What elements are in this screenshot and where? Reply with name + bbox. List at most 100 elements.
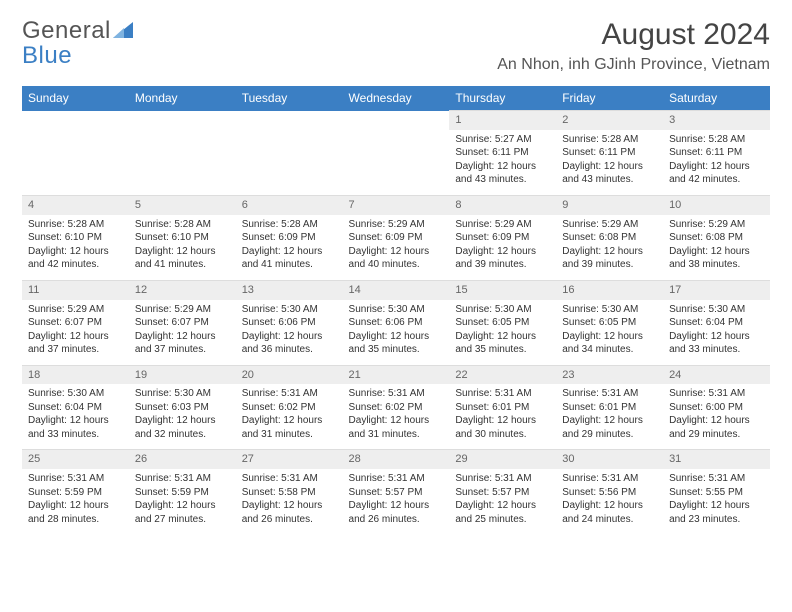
day-info: Sunrise: 5:28 AMSunset: 6:11 PMDaylight:… [663, 130, 770, 196]
sunset-line: Sunset: 6:08 PM [669, 231, 764, 245]
sunset-line: Sunset: 6:08 PM [562, 231, 657, 245]
daylight-line: Daylight: 12 hours and 28 minutes. [28, 499, 123, 526]
sunrise-line: Sunrise: 5:31 AM [562, 387, 657, 401]
day-header: Wednesday [343, 86, 450, 111]
sunrise-line: Sunrise: 5:31 AM [242, 387, 337, 401]
day-info: Sunrise: 5:29 AMSunset: 6:08 PMDaylight:… [556, 215, 663, 281]
week-number-row: 25262728293031 [22, 450, 770, 469]
sunrise-line: Sunrise: 5:29 AM [669, 218, 764, 232]
sunrise-line: Sunrise: 5:31 AM [349, 387, 444, 401]
sunset-line: Sunset: 6:01 PM [562, 401, 657, 415]
daylight-line: Daylight: 12 hours and 37 minutes. [28, 330, 123, 357]
day-info: Sunrise: 5:30 AMSunset: 6:06 PMDaylight:… [236, 300, 343, 366]
day-info: Sunrise: 5:31 AMSunset: 5:59 PMDaylight:… [22, 469, 129, 534]
blank-cell [129, 111, 236, 130]
sunrise-line: Sunrise: 5:31 AM [28, 472, 123, 486]
daylight-line: Daylight: 12 hours and 26 minutes. [242, 499, 337, 526]
day-info: Sunrise: 5:28 AMSunset: 6:11 PMDaylight:… [556, 130, 663, 196]
day-number: 18 [22, 365, 129, 384]
sunset-line: Sunset: 6:06 PM [349, 316, 444, 330]
sunrise-line: Sunrise: 5:31 AM [562, 472, 657, 486]
sunset-line: Sunset: 5:58 PM [242, 486, 337, 500]
daylight-line: Daylight: 12 hours and 40 minutes. [349, 245, 444, 272]
daylight-line: Daylight: 12 hours and 42 minutes. [669, 160, 764, 187]
daylight-line: Daylight: 12 hours and 29 minutes. [669, 414, 764, 441]
day-info: Sunrise: 5:31 AMSunset: 5:59 PMDaylight:… [129, 469, 236, 534]
daylight-line: Daylight: 12 hours and 31 minutes. [242, 414, 337, 441]
daylight-line: Daylight: 12 hours and 39 minutes. [562, 245, 657, 272]
sunrise-line: Sunrise: 5:28 AM [669, 133, 764, 147]
daylight-line: Daylight: 12 hours and 43 minutes. [455, 160, 550, 187]
sunrise-line: Sunrise: 5:30 AM [28, 387, 123, 401]
day-info: Sunrise: 5:27 AMSunset: 6:11 PMDaylight:… [449, 130, 556, 196]
day-number: 27 [236, 450, 343, 469]
daylight-line: Daylight: 12 hours and 23 minutes. [669, 499, 764, 526]
day-number: 28 [343, 450, 450, 469]
day-info: Sunrise: 5:30 AMSunset: 6:06 PMDaylight:… [343, 300, 450, 366]
sunset-line: Sunset: 6:04 PM [669, 316, 764, 330]
day-number: 15 [449, 280, 556, 299]
calendar-body: 12 3 Sunrise: 5:27 AMSunset: 6:11 PMDaylig… [22, 111, 770, 535]
day-number: 3 [663, 111, 770, 130]
daylight-line: Daylight: 12 hours and 29 minutes. [562, 414, 657, 441]
sunset-line: Sunset: 6:05 PM [455, 316, 550, 330]
sunrise-line: Sunrise: 5:30 AM [455, 303, 550, 317]
daylight-line: Daylight: 12 hours and 33 minutes. [669, 330, 764, 357]
sunset-line: Sunset: 6:10 PM [28, 231, 123, 245]
blank-cell [129, 130, 236, 196]
daylight-line: Daylight: 12 hours and 43 minutes. [562, 160, 657, 187]
day-info: Sunrise: 5:29 AMSunset: 6:07 PMDaylight:… [22, 300, 129, 366]
week-info-row: Sunrise: 5:30 AMSunset: 6:04 PMDaylight:… [22, 384, 770, 450]
day-number: 8 [449, 195, 556, 214]
day-header: Saturday [663, 86, 770, 111]
sunrise-line: Sunrise: 5:28 AM [28, 218, 123, 232]
daylight-line: Daylight: 12 hours and 37 minutes. [135, 330, 230, 357]
sunset-line: Sunset: 5:59 PM [28, 486, 123, 500]
sunset-line: Sunset: 5:55 PM [669, 486, 764, 500]
day-info: Sunrise: 5:31 AMSunset: 5:55 PMDaylight:… [663, 469, 770, 534]
brand-part2: Blue [22, 42, 72, 69]
day-info: Sunrise: 5:31 AMSunset: 6:01 PMDaylight:… [449, 384, 556, 450]
day-info: Sunrise: 5:31 AMSunset: 5:56 PMDaylight:… [556, 469, 663, 534]
daylight-line: Daylight: 12 hours and 26 minutes. [349, 499, 444, 526]
week-number-row: 18192021222324 [22, 365, 770, 384]
day-number: 25 [22, 450, 129, 469]
day-info: Sunrise: 5:30 AMSunset: 6:05 PMDaylight:… [449, 300, 556, 366]
sunset-line: Sunset: 5:57 PM [349, 486, 444, 500]
sunrise-line: Sunrise: 5:31 AM [669, 472, 764, 486]
day-info: Sunrise: 5:31 AMSunset: 6:02 PMDaylight:… [236, 384, 343, 450]
day-number: 12 [129, 280, 236, 299]
sunrise-line: Sunrise: 5:31 AM [349, 472, 444, 486]
sunset-line: Sunset: 5:56 PM [562, 486, 657, 500]
blank-cell [343, 130, 450, 196]
sunrise-line: Sunrise: 5:30 AM [349, 303, 444, 317]
day-info: Sunrise: 5:30 AMSunset: 6:05 PMDaylight:… [556, 300, 663, 366]
daylight-line: Daylight: 12 hours and 36 minutes. [242, 330, 337, 357]
blank-cell [22, 111, 129, 130]
sunrise-line: Sunrise: 5:30 AM [562, 303, 657, 317]
day-info: Sunrise: 5:31 AMSunset: 5:57 PMDaylight:… [449, 469, 556, 534]
sunset-line: Sunset: 6:09 PM [455, 231, 550, 245]
day-number: 16 [556, 280, 663, 299]
sunrise-line: Sunrise: 5:31 AM [669, 387, 764, 401]
day-number: 19 [129, 365, 236, 384]
daylight-line: Daylight: 12 hours and 41 minutes. [135, 245, 230, 272]
day-header: Tuesday [236, 86, 343, 111]
day-number: 24 [663, 365, 770, 384]
daylight-line: Daylight: 12 hours and 39 minutes. [455, 245, 550, 272]
day-number: 4 [22, 195, 129, 214]
sunrise-line: Sunrise: 5:30 AM [135, 387, 230, 401]
month-title: August 2024 [497, 18, 770, 52]
day-info: Sunrise: 5:28 AMSunset: 6:10 PMDaylight:… [129, 215, 236, 281]
day-number: 10 [663, 195, 770, 214]
sunrise-line: Sunrise: 5:29 AM [562, 218, 657, 232]
brand-part1: General [22, 17, 111, 44]
day-info: Sunrise: 5:29 AMSunset: 6:07 PMDaylight:… [129, 300, 236, 366]
day-info: Sunrise: 5:31 AMSunset: 6:00 PMDaylight:… [663, 384, 770, 450]
day-header: Thursday [449, 86, 556, 111]
sunrise-line: Sunrise: 5:31 AM [242, 472, 337, 486]
sunrise-line: Sunrise: 5:29 AM [28, 303, 123, 317]
sunset-line: Sunset: 6:03 PM [135, 401, 230, 415]
day-info: Sunrise: 5:31 AMSunset: 6:02 PMDaylight:… [343, 384, 450, 450]
blank-cell [343, 111, 450, 130]
